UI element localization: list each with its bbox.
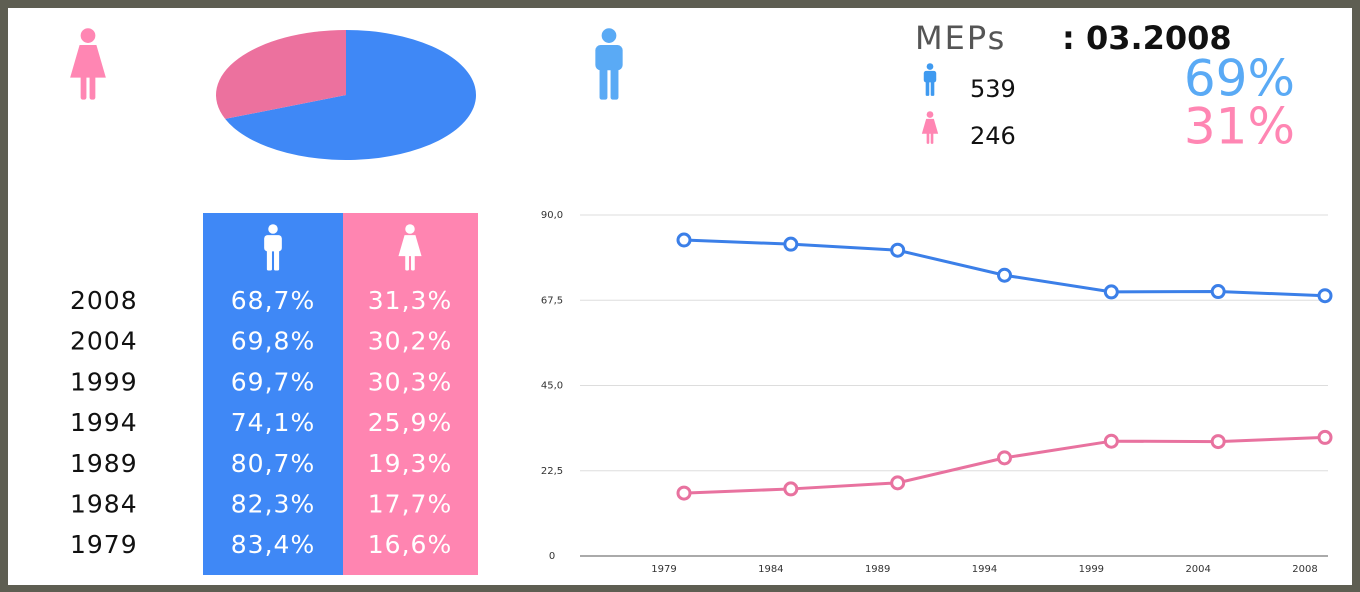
point <box>997 450 1012 466</box>
x-tick-label: 2004 <box>1185 564 1210 575</box>
point <box>1317 429 1333 445</box>
x-tick-label: 1999 <box>1079 564 1104 575</box>
year: 2008 <box>70 286 138 315</box>
percent: 31% <box>1184 98 1295 156</box>
point <box>783 481 799 497</box>
x-tick-label: 1979 <box>651 564 676 575</box>
point <box>676 232 692 248</box>
male-column <box>203 213 343 575</box>
point <box>676 485 692 501</box>
title: MEPs <box>915 19 1006 57</box>
male-share: 82,3% <box>231 490 315 519</box>
male-share: 69,7% <box>231 367 315 396</box>
x-tick-label: 1994 <box>972 564 997 575</box>
male-share: 74,1% <box>231 408 315 437</box>
x-tick-label: 2008 <box>1292 564 1317 575</box>
title-date: : 03.2008 <box>1062 19 1232 57</box>
point <box>783 236 799 252</box>
female-column <box>343 213 478 575</box>
point <box>997 267 1012 283</box>
count: 246 <box>970 122 1016 150</box>
female-share: 19,3% <box>368 449 452 478</box>
year: 1984 <box>70 490 138 519</box>
y-tick-label: 22,5 <box>541 466 563 477</box>
point <box>1210 284 1226 300</box>
point <box>890 242 906 258</box>
pie-slice <box>225 30 477 160</box>
point <box>1210 434 1226 450</box>
y-tick-label: 90,0 <box>541 210 563 221</box>
year: 1999 <box>70 367 138 396</box>
pie-slice <box>216 30 346 119</box>
x-tick-label: 1989 <box>865 564 890 575</box>
female-share: 31,3% <box>368 286 452 315</box>
year: 1979 <box>70 530 138 559</box>
female-share: 17,7% <box>368 490 452 519</box>
year: 1994 <box>70 408 138 437</box>
count: 539 <box>970 75 1016 103</box>
y-tick-label: 0 <box>549 551 555 562</box>
y-tick-label: 67,5 <box>541 295 563 306</box>
point <box>890 475 906 491</box>
point <box>1103 433 1119 449</box>
y-tick-label: 45,0 <box>541 381 563 392</box>
female-share: 30,2% <box>368 327 452 356</box>
male-share: 80,7% <box>231 449 315 478</box>
point <box>1103 284 1119 300</box>
female-share: 25,9% <box>368 408 452 437</box>
male-share: 83,4% <box>231 530 315 559</box>
female-share: 30,3% <box>368 367 452 396</box>
year: 2004 <box>70 327 138 356</box>
year: 1989 <box>70 449 138 478</box>
point <box>1317 288 1333 304</box>
male-share: 69,8% <box>231 327 315 356</box>
percent: 69% <box>1184 50 1295 108</box>
male-share: 68,7% <box>231 286 315 315</box>
x-tick-label: 1984 <box>758 564 783 575</box>
female-share: 16,6% <box>368 530 452 559</box>
